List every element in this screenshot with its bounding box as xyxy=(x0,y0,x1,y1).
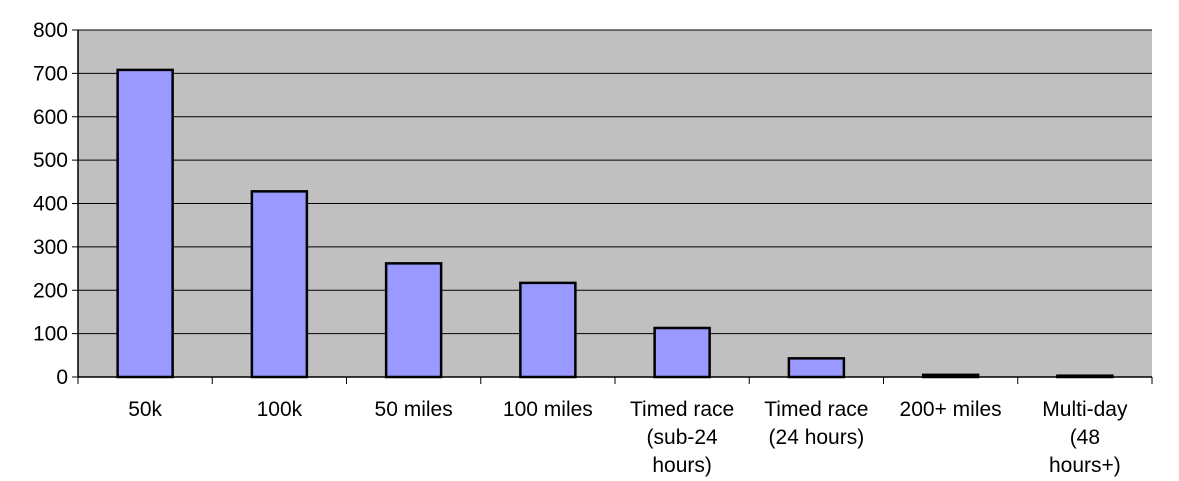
y-tick-label: 600 xyxy=(33,106,68,129)
x-category-label: Timed race (24 hours) xyxy=(764,398,868,449)
bar xyxy=(787,357,846,379)
bar xyxy=(653,326,711,379)
x-category-label: 50k xyxy=(128,398,162,421)
bar xyxy=(250,190,309,379)
x-category-label: 200+ miles xyxy=(900,398,1002,421)
y-tick-label: 300 xyxy=(33,236,68,259)
y-tick-label: 0 xyxy=(56,366,68,389)
y-tick-label: 500 xyxy=(33,149,68,172)
x-category-label-line: Multi-day xyxy=(1042,398,1128,421)
axes xyxy=(77,30,1153,384)
y-tick-label: 100 xyxy=(33,323,68,346)
x-category-label-line: 100k xyxy=(257,398,303,421)
bar xyxy=(384,262,443,379)
x-category-label-line: Timed race xyxy=(764,398,868,421)
x-category-label: Timed race (sub-24 hours) xyxy=(630,398,734,477)
y-tick-label: 700 xyxy=(33,62,68,85)
bars xyxy=(116,68,1114,379)
x-category-label-line: 100 miles xyxy=(503,398,593,421)
x-category-label: 50 miles xyxy=(375,398,453,421)
y-tick-labels: 0 100 200 300 400 500 600 700 800 xyxy=(33,19,68,389)
x-category-label-line: hours) xyxy=(652,454,712,477)
x-category-label: 100 miles xyxy=(503,398,593,421)
x-category-labels: 50k 100k 50 miles 100 miles Timed race (sub-2… xyxy=(128,398,1128,477)
x-category-label-line: 50 miles xyxy=(375,398,453,421)
x-category-label-line: 50k xyxy=(128,398,162,421)
y-tick-label: 400 xyxy=(33,193,68,216)
bar xyxy=(116,68,174,379)
x-category-label-line: (48 xyxy=(1070,426,1100,449)
x-category-label-line: (24 hours) xyxy=(769,426,865,449)
x-category-label-line: hours+) xyxy=(1049,454,1121,477)
bar xyxy=(519,281,577,379)
x-category-label: 100k xyxy=(257,398,303,421)
x-category-label-line: (sub-24 xyxy=(647,426,719,449)
x-category-label: Multi-day (48 hours+) xyxy=(1042,398,1128,477)
y-tick-label: 200 xyxy=(33,279,68,302)
x-category-label-line: Timed race xyxy=(630,398,734,421)
x-category-label-line: 200+ miles xyxy=(900,398,1002,421)
y-tick-label: 800 xyxy=(33,19,68,42)
